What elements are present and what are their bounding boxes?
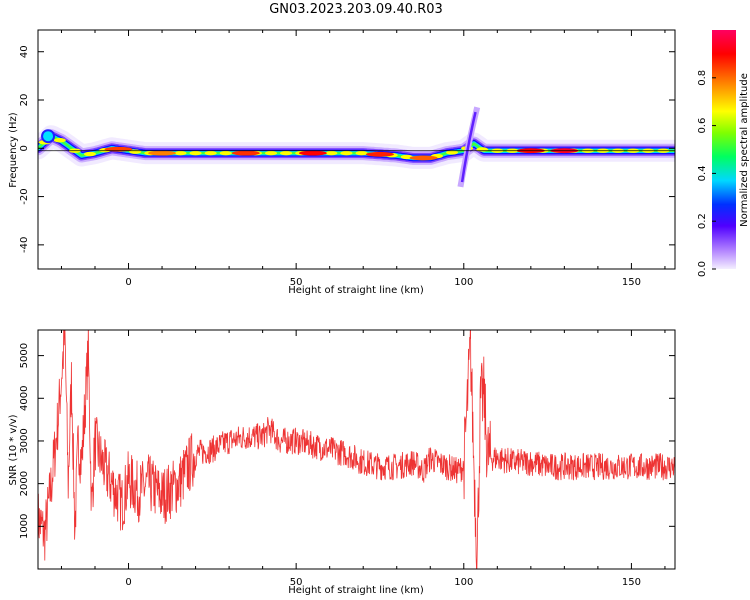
spectrogram-ridge: [38, 107, 675, 187]
snr-x-label: Height of straight line (km): [288, 585, 424, 596]
spectrogram-y-label: Frequency (Hz): [8, 112, 19, 188]
ridge-peak: [174, 151, 186, 155]
colorbar-tick-label: 0.8: [697, 70, 708, 86]
y-tick-label: 3000: [19, 428, 30, 453]
y-tick-label: 1000: [19, 514, 30, 539]
y-tick-label: -20: [19, 188, 30, 204]
ridge-peak: [190, 151, 202, 155]
spectrogram-panel: 050100150 -40-2002040 Height of straight…: [8, 30, 675, 296]
ridge-peak: [220, 151, 232, 155]
colorbar-tick-label: 0.2: [697, 213, 708, 229]
colorbar-label: Normalized spectral amplitude: [739, 73, 750, 227]
ridge-cluster: [42, 130, 54, 142]
x-tick-label: 100: [454, 277, 473, 288]
y-tick-label: 5000: [19, 343, 30, 368]
ridge-max: [366, 152, 394, 157]
ridge-max: [410, 156, 438, 161]
ridge-max: [299, 151, 327, 156]
ridge-peak: [265, 151, 277, 155]
ridge-peak: [325, 151, 337, 155]
ridge-peak: [356, 151, 368, 155]
colorbar: 0.0 0.2 0.4 0.6 0.8 Normalized spectral ampl…: [697, 30, 750, 277]
y-tick-label: 4000: [19, 386, 30, 411]
colorbar-tick-label: 0.0: [697, 261, 708, 277]
x-tick-label: 0: [125, 577, 131, 588]
y-tick-label: 20: [19, 94, 30, 107]
x-tick-label: 100: [454, 577, 473, 588]
y-tick-label: -40: [19, 237, 30, 253]
y-tick-label: 2000: [19, 471, 30, 496]
colorbar-tick-label: 0.6: [697, 118, 708, 134]
snr-y-label: SNR (10 * v/v): [8, 414, 19, 485]
ridge-peak: [54, 138, 66, 142]
snr-series: [38, 316, 675, 569]
snr-line: [38, 316, 675, 569]
ridge-peak: [205, 151, 217, 155]
spectrogram-x-label: Height of straight line (km): [288, 285, 424, 296]
colorbar-tick-label: 0.4: [697, 165, 708, 181]
snr-panel: 050100150 10002000300040005000 Height of…: [8, 316, 675, 596]
x-tick-label: 0: [125, 277, 131, 288]
snr-frame: [38, 330, 675, 569]
x-tick-label: 150: [622, 277, 641, 288]
ridge-peak: [84, 152, 96, 156]
ridge-peak: [340, 151, 352, 155]
ridge-peak: [280, 151, 292, 155]
colorbar-gradient: [712, 30, 736, 269]
ridge-max: [148, 151, 176, 156]
ridge-max: [232, 151, 260, 156]
x-tick-label: 150: [622, 577, 641, 588]
y-tick-label: 0: [19, 145, 30, 151]
y-tick-label: 40: [19, 45, 30, 58]
